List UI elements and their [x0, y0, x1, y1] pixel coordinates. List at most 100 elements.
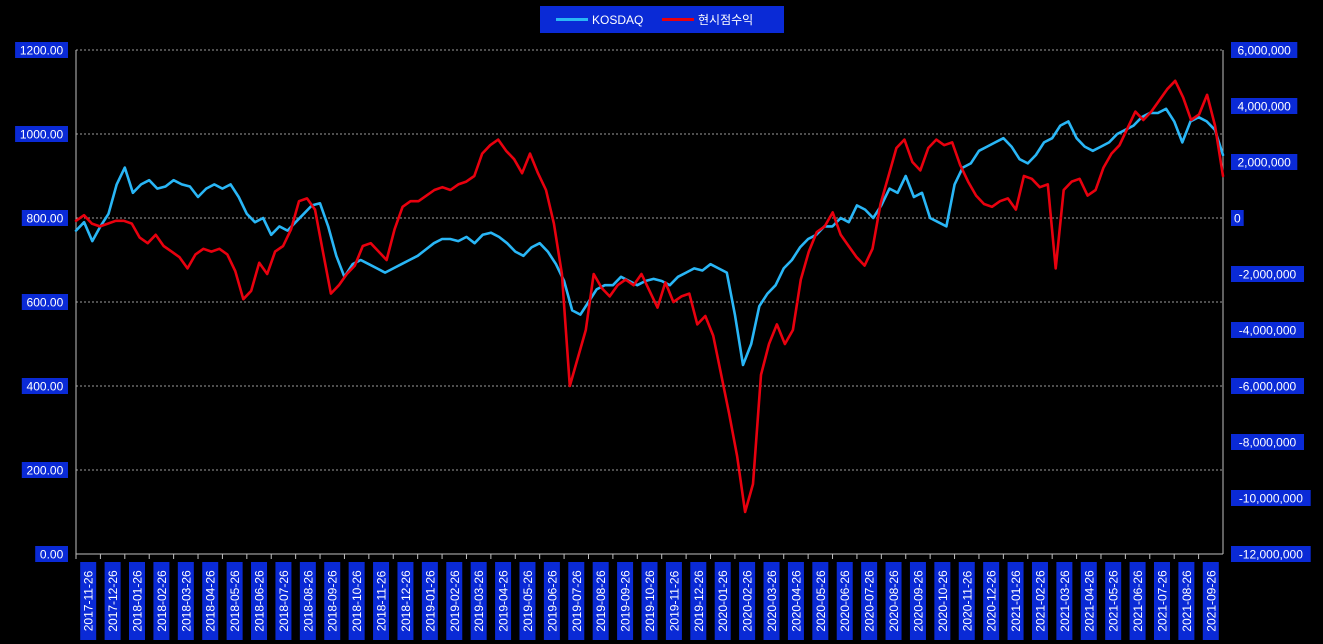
series-lines [74, 79, 1225, 514]
x-tick-label: 2018-06-26 [253, 570, 267, 632]
x-tick: 2018-11-26 [373, 562, 390, 640]
x-tick-label: 2019-06-26 [545, 570, 559, 632]
axes [75, 50, 1224, 555]
x-tick-label: 2018-02-26 [155, 570, 169, 632]
x-tick: 2017-12-26 [104, 562, 121, 640]
y-right-tick: 6,000,000 [1231, 42, 1298, 58]
x-tick: 2018-03-26 [177, 562, 194, 640]
x-tick: 2019-05-26 [519, 562, 536, 640]
x-tick-label: 2018-09-26 [326, 570, 340, 632]
x-tick: 2020-04-26 [787, 562, 804, 640]
x-tick-label: 2020-07-26 [863, 570, 877, 632]
x-tick-label: 2021-05-26 [1107, 570, 1121, 632]
y-left-tick: 1000.00 [15, 126, 69, 142]
x-tick: 2018-07-26 [275, 562, 292, 640]
y-left-tick-label: 800.00 [27, 212, 64, 226]
x-tick: 2018-02-26 [153, 562, 170, 640]
y-right-tick: -6,000,000 [1231, 378, 1304, 394]
x-tick-label: 2020-04-26 [789, 570, 803, 632]
x-tick: 2020-05-26 [812, 562, 829, 640]
x-tick-label: 2020-06-26 [838, 570, 852, 632]
legend-label: KOSDAQ [592, 13, 643, 27]
y-right-tick-label: 0 [1234, 212, 1241, 226]
x-tick-label: 2019-08-26 [594, 570, 608, 632]
y-right-tick-label: 4,000,000 [1237, 100, 1291, 114]
x-tick-label: 2020-03-26 [765, 570, 779, 632]
x-tick: 2018-04-26 [202, 562, 219, 640]
x-tick: 2020-01-26 [714, 562, 731, 640]
x-tick-label: 2017-11-26 [82, 570, 96, 631]
y-left-tick: 800.00 [21, 210, 68, 226]
x-tick-label: 2021-03-26 [1058, 570, 1072, 632]
x-tick: 2017-11-26 [80, 562, 97, 640]
x-tick: 2018-12-26 [397, 562, 414, 640]
x-tick: 2019-07-26 [568, 562, 585, 640]
y-left-tick: 0.00 [35, 546, 68, 562]
x-tick: 2018-10-26 [348, 562, 365, 640]
y-right-tick-label: -10,000,000 [1239, 492, 1303, 506]
x-tick-label: 2018-01-26 [131, 570, 145, 632]
x-tick: 2021-04-26 [1080, 562, 1097, 640]
y-left-tick: 600.00 [21, 294, 68, 310]
y-right-tick-label: -6,000,000 [1239, 380, 1297, 394]
x-tick-label: 2018-11-26 [375, 570, 389, 631]
x-tick-label: 2020-11-26 [960, 570, 974, 631]
x-tick: 2021-06-26 [1129, 562, 1146, 640]
x-tick-label: 2019-04-26 [497, 570, 511, 632]
x-tick-label: 2019-07-26 [570, 570, 584, 632]
x-tick-label: 2018-10-26 [350, 570, 364, 632]
y-right-tick: 2,000,000 [1231, 154, 1298, 170]
x-tick: 2021-08-26 [1178, 562, 1195, 640]
x-tick: 2018-09-26 [324, 562, 341, 640]
x-tick: 2021-09-26 [1202, 562, 1219, 640]
x-tick-label: 2020-02-26 [741, 570, 755, 632]
x-tick: 2021-01-26 [1007, 562, 1024, 640]
x-tick-label: 2021-08-26 [1180, 570, 1194, 632]
y-left-tick: 200.00 [21, 462, 68, 478]
y-right-tick-label: -2,000,000 [1239, 268, 1297, 282]
x-tick-label: 2020-09-26 [911, 570, 925, 632]
x-tick-label: 2018-03-26 [179, 570, 193, 632]
y-right-tick-label: 6,000,000 [1237, 44, 1291, 58]
x-tick-label: 2019-11-26 [667, 570, 681, 631]
x-tick-label: 2021-04-26 [1082, 570, 1096, 632]
x-tick: 2019-03-26 [470, 562, 487, 640]
series-line-profit [74, 79, 1225, 514]
y-right-tick: -8,000,000 [1231, 434, 1304, 450]
x-tick: 2020-10-26 [934, 562, 951, 640]
y-right-tick: -4,000,000 [1231, 322, 1304, 338]
y-right-tick-label: -12,000,000 [1239, 548, 1303, 562]
x-tick-label: 2020-12-26 [985, 570, 999, 632]
x-tick: 2020-06-26 [836, 562, 853, 640]
series-line-kosdaq [74, 107, 1225, 367]
y-right-tick-label: -8,000,000 [1239, 436, 1297, 450]
y-left-tick: 400.00 [21, 378, 68, 394]
x-tick-label: 2019-09-26 [619, 570, 633, 632]
y-left-tick-label: 0.00 [40, 548, 64, 562]
gridlines [76, 49, 1223, 471]
x-tick: 2018-06-26 [251, 562, 268, 640]
x-tick-label: 2019-03-26 [472, 570, 486, 632]
x-tick: 2020-02-26 [739, 562, 756, 640]
x-tick-label: 2020-05-26 [814, 570, 828, 632]
x-tick: 2019-01-26 [421, 562, 438, 640]
x-tick-label: 2018-08-26 [301, 570, 315, 632]
x-tick: 2021-05-26 [1105, 562, 1122, 640]
x-tick-label: 2020-10-26 [936, 570, 950, 632]
x-tick: 2020-07-26 [861, 562, 878, 640]
y-left-tick-label: 400.00 [27, 380, 64, 394]
x-tick: 2019-12-26 [690, 562, 707, 640]
y-right-tick-label: -4,000,000 [1239, 324, 1297, 338]
y-left-tick: 1200.00 [15, 42, 69, 58]
x-tick: 2019-08-26 [592, 562, 609, 640]
x-tick-labels: 2017-11-26 2017-12-26 2018-01-26 2018-02-26… [75, 554, 1219, 640]
y-left-tick-labels: 0.00 200.00 400.00 600.00 800.00 1000.00 1200.… [15, 42, 69, 562]
x-tick: 2018-05-26 [226, 562, 243, 640]
x-tick: 2019-11-26 [665, 562, 682, 640]
x-tick-label: 2020-08-26 [887, 570, 901, 632]
x-tick-label: 2019-12-26 [692, 570, 706, 632]
y-right-tick: -12,000,000 [1231, 546, 1311, 562]
x-tick-label: 2021-02-26 [1033, 570, 1047, 632]
x-tick-label: 2018-07-26 [277, 570, 291, 632]
x-tick: 2020-12-26 [983, 562, 1000, 640]
